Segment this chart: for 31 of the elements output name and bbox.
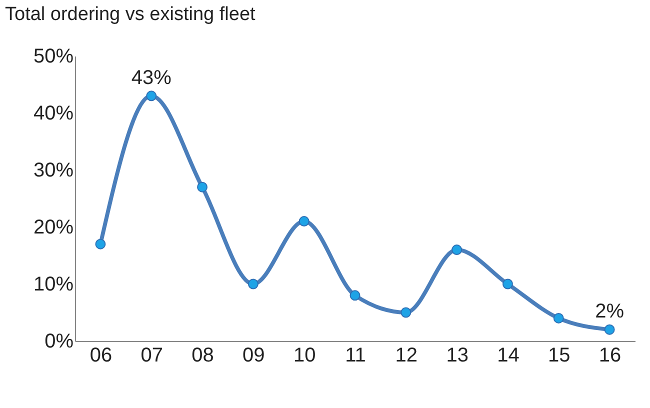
point — [146, 90, 157, 102]
y-tick-label: 0% — [44, 330, 74, 352]
chart-title: Total ordering vs existing fleet — [5, 4, 256, 25]
x-tick-label: 06 — [90, 344, 112, 366]
point — [248, 278, 258, 290]
point — [95, 238, 106, 250]
y-tick-label: 20% — [33, 216, 74, 238]
point — [350, 290, 360, 301]
x-tick-label: 12 — [395, 344, 418, 366]
y-tick-label: 10% — [33, 274, 74, 296]
data-label: 2% — [595, 300, 624, 323]
point — [400, 307, 412, 318]
x-tick-label: 14 — [497, 344, 520, 366]
x-tick-label: 09 — [242, 344, 265, 366]
y-tick-label: 30% — [33, 160, 74, 182]
point — [502, 278, 513, 290]
x-tick-label: 15 — [548, 344, 570, 366]
x-tick-label: 07 — [140, 344, 163, 366]
x-tick-label: 13 — [446, 344, 468, 366]
y-tick-label: 40% — [33, 102, 74, 124]
x-tick-label: 10 — [293, 344, 316, 366]
x-tick-label: 11 — [345, 344, 366, 366]
point — [197, 182, 208, 192]
x-tick-label: 08 — [192, 344, 214, 366]
point — [553, 312, 564, 324]
point — [298, 216, 310, 227]
data-label: 43% — [131, 66, 172, 89]
x-tick-label: 16 — [598, 344, 622, 366]
point — [452, 244, 462, 256]
y-tick-label: 50% — [33, 46, 74, 68]
point — [604, 324, 615, 335]
